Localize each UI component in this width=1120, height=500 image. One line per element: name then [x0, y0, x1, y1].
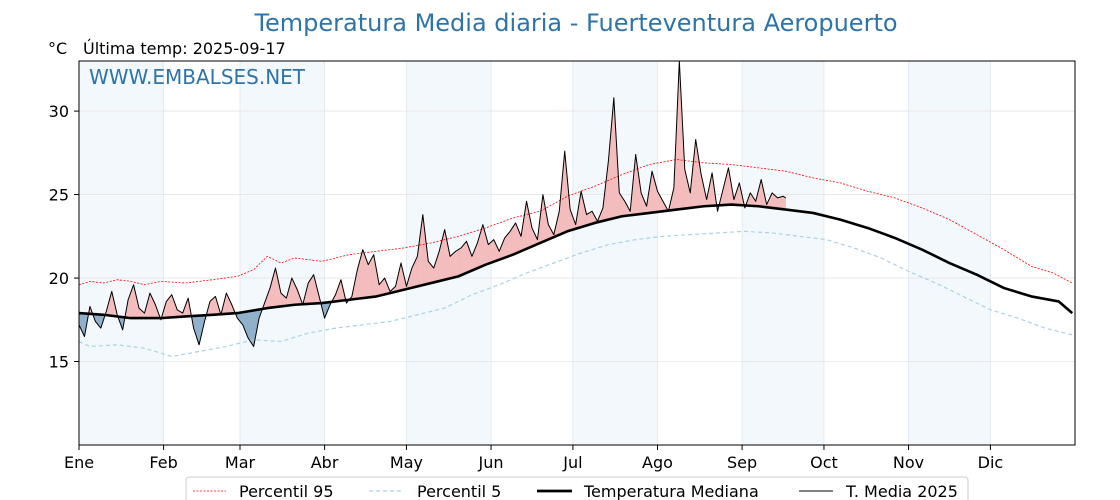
x-axis: Ene Feb Mar Abr May Jun Jul Ago Sep Oct Nov Dic [64, 445, 1003, 472]
legend-label-p5: Percentil 5 [417, 482, 501, 500]
series-line-median [78, 203, 1074, 320]
series-line-p5 [78, 230, 1073, 358]
x-tick-label: May [390, 453, 423, 472]
x-tick-label: Oct [810, 453, 838, 472]
legend-label-p95: Percentil 95 [239, 482, 334, 500]
month-band [742, 61, 824, 445]
x-tick-label: Feb [149, 453, 177, 472]
legend-label-median: Temperatura Mediana [583, 482, 759, 500]
x-tick-label: Nov [893, 453, 924, 472]
x-tick-label: Ago [642, 453, 673, 472]
anomaly-fill-warm [784, 197, 786, 210]
legend: Percentil 95 Percentil 5 Temperatura Med… [185, 476, 969, 500]
legend-frame [185, 476, 969, 500]
x-tick-label: Dic [978, 453, 1004, 472]
y-tick-label: 20 [49, 269, 69, 288]
x-tick-label: Jul [562, 453, 582, 472]
series-line-p95 [78, 159, 1073, 286]
plot-frame [78, 60, 1076, 446]
x-tick-label: Sep [727, 453, 757, 472]
legend-label-2025: T. Media 2025 [845, 482, 958, 500]
series-lines [78, 60, 1074, 358]
month-band [79, 61, 164, 445]
series-line-2025 [78, 60, 787, 347]
y-axis: 15 20 25 30 [49, 102, 79, 372]
x-tick-label: Ene [64, 453, 94, 472]
x-tick-label: Mar [225, 453, 256, 472]
y-tick-label: 30 [49, 102, 69, 121]
unit-label: °C [48, 39, 67, 58]
y-tick-label: 15 [49, 353, 69, 372]
month-band [239, 61, 325, 445]
chart-title: Temperatura Media diaria - Fuerteventura… [253, 9, 897, 37]
y-tick-label: 25 [49, 186, 69, 205]
last-update-label: Última temp: 2025-09-17 [83, 39, 286, 58]
watermark: WWW.EMBALSES.NET [89, 65, 306, 89]
x-tick-label: Jun [478, 453, 504, 472]
month-bands [79, 61, 991, 445]
month-band [908, 61, 991, 445]
x-tick-label: Abr [311, 453, 339, 472]
